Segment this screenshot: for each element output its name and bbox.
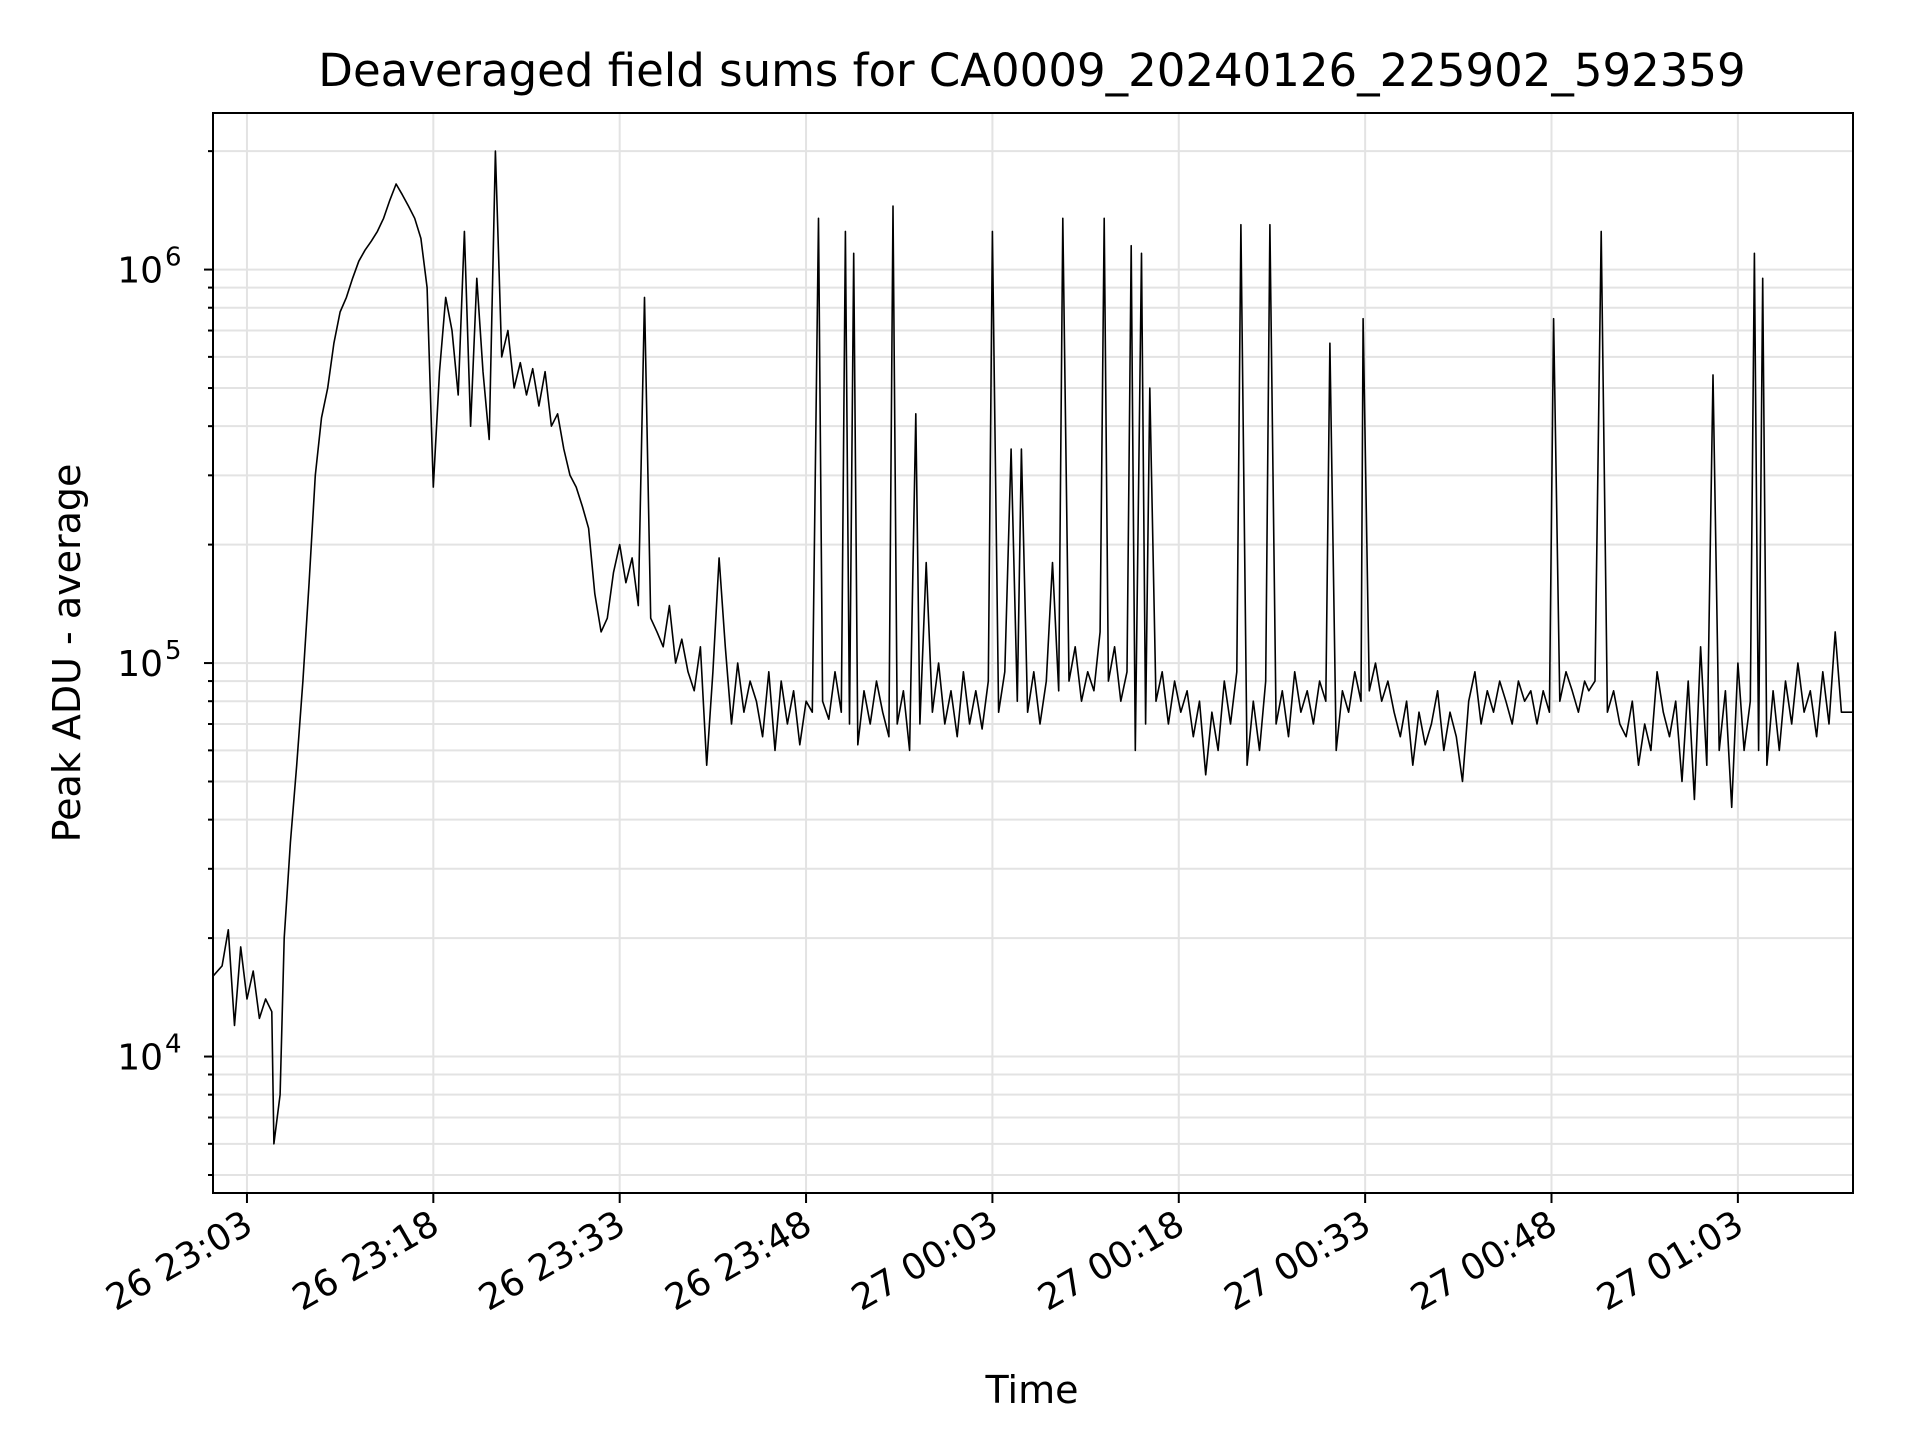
series-layer — [212, 150, 1853, 1145]
y-tick-label: 10 — [117, 644, 163, 685]
y-tick-exponent: 6 — [165, 243, 182, 273]
plot-frame — [212, 112, 1854, 1194]
y-tick-exponent: 5 — [165, 636, 182, 666]
y-axis-label: Peak ADU - average — [45, 464, 89, 843]
y-tick-label: 10 — [117, 251, 163, 292]
y-tick-exponent: 4 — [165, 1030, 182, 1060]
series-line — [212, 150, 1853, 1145]
x-axis-label: Time — [985, 1368, 1079, 1412]
chart-title: Deaveraged field sums for CA0009_2024012… — [318, 44, 1745, 97]
grid — [213, 113, 1853, 1193]
y-tick-label: 10 — [117, 1038, 163, 1079]
